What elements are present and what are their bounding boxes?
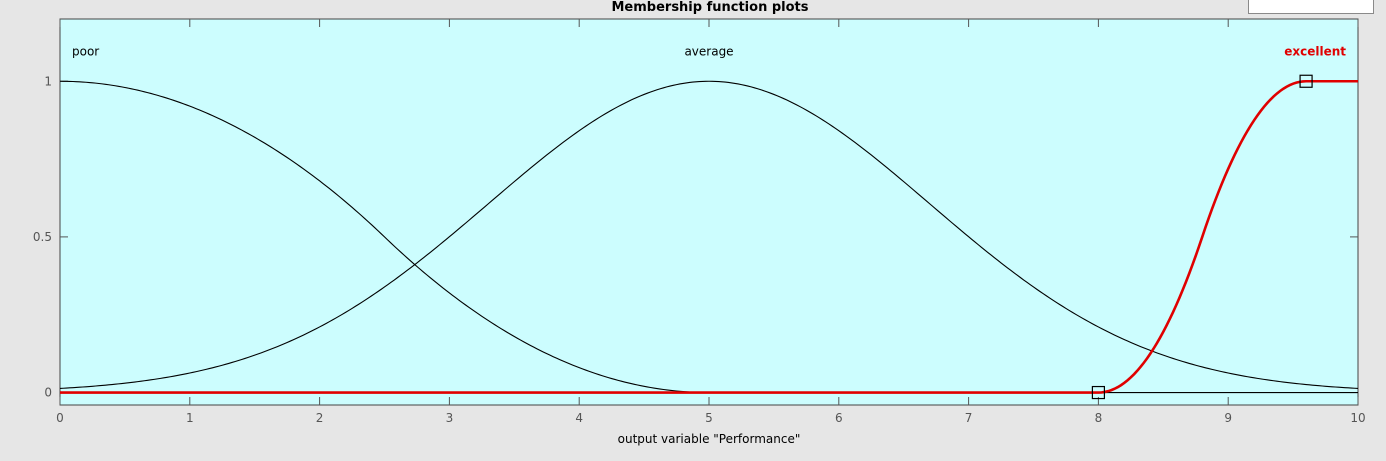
x-tick-label: 3 bbox=[446, 411, 454, 425]
mf-curve-excellent[interactable] bbox=[60, 79, 1358, 394]
mf-label-excellent[interactable]: excellent bbox=[1284, 44, 1346, 58]
mf-curve-average[interactable] bbox=[59, 80, 1359, 389]
x-tick-label: 2 bbox=[316, 411, 324, 425]
x-tick-label: 5 bbox=[705, 411, 713, 425]
y-tick-label: 0.5 bbox=[33, 230, 52, 244]
mf-label-poor[interactable]: poor bbox=[72, 44, 99, 58]
plot-title: Membership function plots bbox=[611, 0, 809, 15]
mf-drag-handle[interactable] bbox=[1091, 385, 1106, 400]
x-tick-label: 8 bbox=[1095, 411, 1103, 425]
mf-label-average[interactable]: average bbox=[684, 44, 733, 58]
y-tick-label: 0 bbox=[44, 386, 52, 400]
x-tick-label: 7 bbox=[965, 411, 973, 425]
x-tick-label: 0 bbox=[56, 411, 64, 425]
x-tick-label: 4 bbox=[575, 411, 583, 425]
plot-area bbox=[59, 18, 1359, 406]
x-tick-label: 6 bbox=[835, 411, 843, 425]
x-tick-label: 1 bbox=[186, 411, 194, 425]
x-axis-label: output variable "Performance" bbox=[618, 432, 801, 446]
y-tick-label: 1 bbox=[44, 74, 52, 88]
mf-drag-handle[interactable] bbox=[1299, 74, 1313, 88]
x-tick-label: 9 bbox=[1224, 411, 1232, 425]
variable-range-box[interactable] bbox=[1248, 0, 1374, 14]
x-tick-label: 10 bbox=[1350, 411, 1365, 425]
